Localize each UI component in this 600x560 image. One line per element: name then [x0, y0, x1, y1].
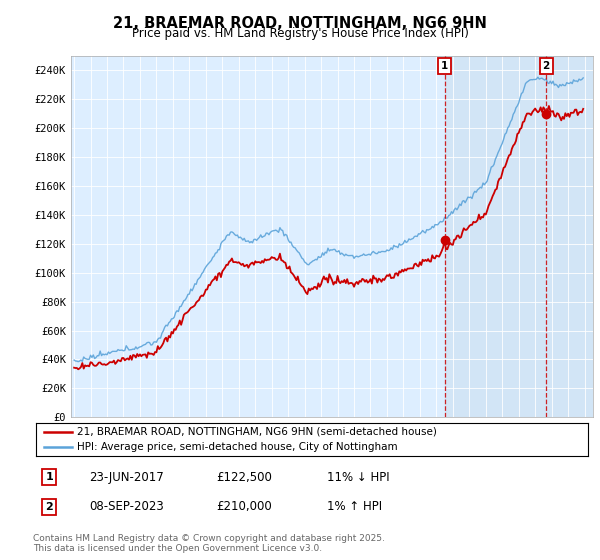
Text: 23-JUN-2017: 23-JUN-2017 [89, 470, 164, 484]
Text: 21, BRAEMAR ROAD, NOTTINGHAM, NG6 9HN (semi-detached house): 21, BRAEMAR ROAD, NOTTINGHAM, NG6 9HN (s… [77, 427, 437, 437]
Text: 1: 1 [46, 472, 53, 482]
Text: 11% ↓ HPI: 11% ↓ HPI [327, 470, 389, 484]
Text: HPI: Average price, semi-detached house, City of Nottingham: HPI: Average price, semi-detached house,… [77, 442, 398, 452]
Text: 1: 1 [441, 61, 448, 71]
Text: Price paid vs. HM Land Registry's House Price Index (HPI): Price paid vs. HM Land Registry's House … [131, 27, 469, 40]
Text: 2: 2 [46, 502, 53, 512]
Text: £210,000: £210,000 [216, 500, 272, 514]
Text: 2: 2 [542, 61, 550, 71]
Text: £122,500: £122,500 [216, 470, 272, 484]
Bar [445, 56, 600, 417]
Text: 21, BRAEMAR ROAD, NOTTINGHAM, NG6 9HN: 21, BRAEMAR ROAD, NOTTINGHAM, NG6 9HN [113, 16, 487, 31]
Text: 1% ↑ HPI: 1% ↑ HPI [327, 500, 382, 514]
Text: 08-SEP-2023: 08-SEP-2023 [89, 500, 164, 514]
Text: Contains HM Land Registry data © Crown copyright and database right 2025.
This d: Contains HM Land Registry data © Crown c… [33, 534, 385, 553]
